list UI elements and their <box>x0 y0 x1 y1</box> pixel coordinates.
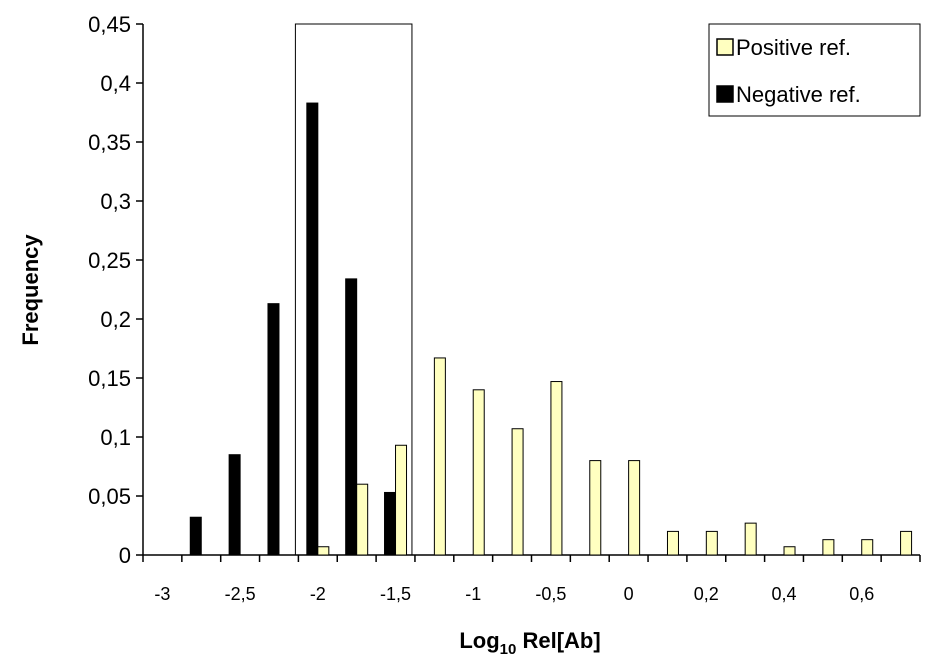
x-tick-label: -2 <box>310 584 326 604</box>
y-tick-label: 0 <box>119 543 131 568</box>
x-tick-label: 0,6 <box>849 584 874 604</box>
bar-positive-ref <box>783 546 796 556</box>
bar-positive-ref <box>589 460 602 556</box>
bar-positive-ref <box>472 389 485 556</box>
x-tick-label: 0,2 <box>694 584 719 604</box>
y-tick-label: 0,3 <box>100 189 131 214</box>
x-axis-label-subscript: 10 <box>500 641 517 658</box>
x-axis-label: Log10 Rel[Ab] <box>459 628 600 658</box>
legend-box <box>708 23 921 117</box>
y-tick-label: 0,25 <box>88 248 131 273</box>
y-tick-label: 0,15 <box>88 366 131 391</box>
bars-layer <box>189 102 913 556</box>
y-axis-label: Frequency <box>18 234 43 346</box>
bar-negative-ref <box>384 491 397 556</box>
legend-swatch-positive <box>716 38 734 56</box>
bar-positive-ref <box>511 428 524 556</box>
y-tick-label: 0,4 <box>100 71 131 96</box>
y-tick-label: 0,35 <box>88 130 131 155</box>
bar-negative-ref <box>306 102 319 556</box>
y-tick-label: 0,1 <box>100 425 131 450</box>
bar-negative-ref <box>228 454 241 556</box>
y-tick-label: 0,2 <box>100 307 131 332</box>
bar-positive-ref <box>433 357 446 556</box>
x-axis-label-rest: Rel[Ab] <box>516 628 600 653</box>
x-tick-label: -3 <box>154 584 170 604</box>
bar-negative-ref <box>267 303 280 556</box>
y-tick-label: 0,05 <box>88 484 131 509</box>
bar-negative-ref <box>189 516 202 556</box>
bar-positive-ref <box>744 522 757 556</box>
x-tick-label: -0,5 <box>535 584 566 604</box>
bar-positive-ref <box>900 530 913 556</box>
x-tick-label: -2,5 <box>225 584 256 604</box>
bar-positive-ref <box>550 381 563 556</box>
x-tick-label: 0,4 <box>772 584 797 604</box>
bar-negative-ref <box>345 278 358 556</box>
bar-positive-ref <box>628 460 641 556</box>
x-axis-label-main: Log <box>459 628 499 653</box>
y-tick-label: 0,45 <box>88 12 131 37</box>
ticks-layer: 0 0,05 0,1 0,15 0,2 0,25 0,3 0,35 0,4 0,45 -3 -2,5 -… <box>88 12 921 604</box>
legend-label-positive: Positive ref. <box>736 35 851 60</box>
x-tick-label: -1,5 <box>380 584 411 604</box>
legend: Positive ref. Negative ref. <box>708 23 921 117</box>
x-tick-label: -1 <box>465 584 481 604</box>
bar-positive-ref <box>356 483 369 556</box>
legend-label-negative: Negative ref. <box>736 82 861 107</box>
highlight-box <box>294 23 413 556</box>
bar-positive-ref <box>705 530 718 556</box>
highlight-layer <box>294 23 413 556</box>
bar-positive-ref <box>666 530 679 556</box>
bar-positive-ref <box>317 546 330 556</box>
x-tick-label: 0 <box>624 584 634 604</box>
bar-positive-ref <box>822 539 835 556</box>
legend-swatch-negative <box>716 85 734 103</box>
bar-positive-ref <box>395 444 408 556</box>
bar-positive-ref <box>861 539 874 556</box>
